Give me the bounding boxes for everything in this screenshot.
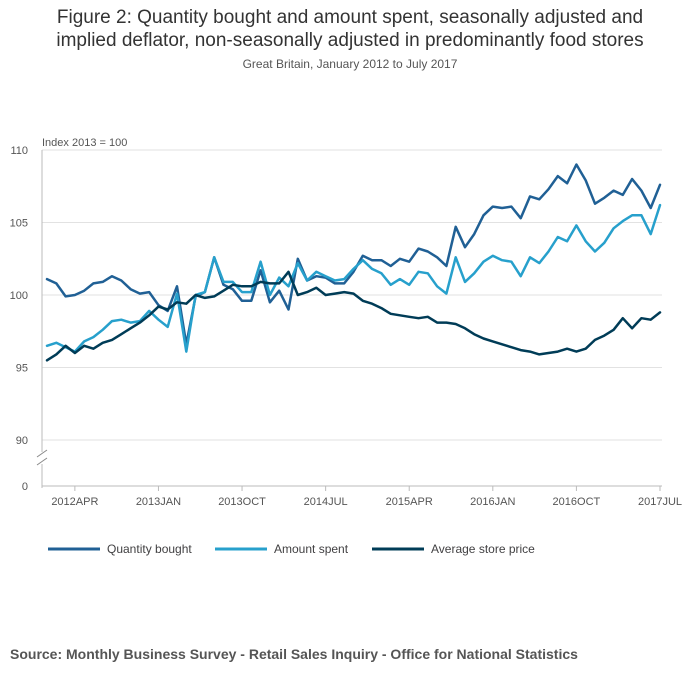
legend-label: Average store price bbox=[431, 542, 535, 556]
source-note: Source: Monthly Business Survey - Retail… bbox=[10, 646, 578, 662]
legend: Quantity bought Amount spent Average store… bbox=[48, 542, 535, 556]
y-axis-ticks: 110 105 100 95 90 bbox=[10, 145, 28, 447]
y-tick-label: 90 bbox=[16, 435, 28, 447]
gridlines bbox=[42, 149, 662, 441]
y-tick-label: 100 bbox=[10, 290, 28, 302]
x-tick-label: 2015APR bbox=[386, 496, 433, 508]
line-chart: Index 2013 = 100 110 105 100 95 90 0 2012APR… bbox=[10, 137, 682, 556]
y-axis-break: 0 bbox=[22, 150, 48, 493]
series-line-amount-spent bbox=[45, 203, 662, 353]
legend-label: Quantity bought bbox=[107, 542, 192, 556]
y-tick-label: 105 bbox=[10, 218, 28, 230]
axis-break-mark-2 bbox=[36, 457, 48, 466]
x-tick-label: 2013JAN bbox=[136, 496, 181, 508]
y-axis-label: Index 2013 = 100 bbox=[42, 137, 127, 149]
y-tick-label: 95 bbox=[16, 363, 28, 375]
x-tick-label: 2017JUL bbox=[638, 496, 682, 508]
x-tick-label: 2014JUL bbox=[304, 496, 348, 508]
series-lines bbox=[45, 163, 662, 362]
series-line-quantity-bought bbox=[45, 163, 662, 346]
chart-subtitle: Great Britain, January 2012 to July 2017 bbox=[242, 57, 458, 71]
x-tick-label: 2016JAN bbox=[470, 496, 515, 508]
x-tick-label: 2012APR bbox=[51, 496, 98, 508]
y-tick-label-zero: 0 bbox=[22, 481, 28, 493]
x-axis-ticks: 2012APR 2013JAN 2013OCT 2014JUL 2015APR 2016J… bbox=[51, 486, 682, 508]
y-tick-label: 110 bbox=[10, 145, 28, 157]
legend-label: Amount spent bbox=[274, 542, 349, 556]
chart-title: Figure 2: Quantity bought and amount spe… bbox=[0, 6, 700, 52]
x-tick-label: 2013OCT bbox=[218, 496, 266, 508]
x-tick-label: 2016OCT bbox=[553, 496, 601, 508]
chart-title-line-1: Figure 2: Quantity bought and amount spe… bbox=[56, 7, 644, 28]
series-line-average-store-price bbox=[45, 270, 662, 362]
chart-title-line-2: implied deflator, non-seasonally adjuste… bbox=[56, 30, 644, 51]
axis-break-mark-1 bbox=[36, 449, 48, 458]
